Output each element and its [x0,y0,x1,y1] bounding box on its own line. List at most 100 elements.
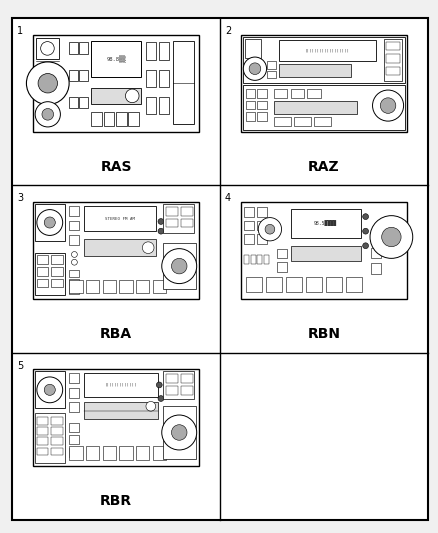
Bar [37,267,49,276]
Bar [86,280,99,293]
Bar [291,246,360,261]
Bar [116,112,127,126]
Bar [85,239,156,256]
Bar [33,369,199,466]
Circle shape [171,425,187,440]
Bar [246,89,255,98]
Bar [241,35,407,132]
Circle shape [125,89,139,103]
Bar [173,41,194,124]
Bar [279,64,351,77]
Bar [69,70,78,82]
Bar [128,112,139,126]
Bar [51,427,63,435]
Bar [258,101,267,109]
Text: ||||||||||||||||||: |||||||||||||||||| [305,49,350,52]
Bar [274,101,357,114]
Bar [243,37,405,83]
Bar [37,448,49,455]
Bar [162,243,196,289]
Bar [69,206,79,216]
Bar [119,280,133,293]
Text: |||||||||||||: ||||||||||||| [105,383,137,387]
Bar [102,280,116,293]
Bar [251,255,256,264]
Text: RBA: RBA [100,327,132,341]
Circle shape [363,228,368,234]
Bar [246,112,255,121]
Bar [37,427,49,435]
Bar [79,43,88,54]
Bar [152,446,166,459]
Bar [279,39,375,61]
Circle shape [265,224,275,234]
Bar [69,97,78,109]
Bar [51,255,63,264]
Bar [257,221,267,230]
Bar [181,207,193,216]
Text: RAS: RAS [100,159,132,174]
Bar [85,206,156,231]
Circle shape [370,216,413,259]
Bar [146,97,156,114]
Bar [245,39,261,58]
Bar [136,446,149,459]
Bar [69,402,79,412]
Bar [91,112,102,126]
Circle shape [37,209,63,236]
Bar [69,446,83,459]
Bar [69,43,78,54]
Bar [266,277,283,292]
Text: 4: 4 [225,193,231,203]
Text: 3: 3 [17,193,23,203]
Text: 5: 5 [17,361,23,370]
Bar [102,446,116,459]
Bar [274,117,291,126]
Circle shape [373,90,403,121]
Bar [268,71,276,78]
Bar [69,235,79,245]
Bar [103,112,114,126]
Bar [35,413,65,463]
Bar [166,207,177,216]
Text: RBN: RBN [307,327,340,341]
Bar [274,89,287,98]
Circle shape [363,214,368,220]
Bar [37,279,49,287]
Bar [244,234,254,244]
Bar [69,388,79,398]
Circle shape [162,249,197,284]
Bar [86,446,99,459]
Bar [37,438,49,445]
Bar [162,406,196,459]
Bar [246,101,255,109]
Circle shape [44,384,55,395]
Bar [258,112,267,121]
Circle shape [381,227,401,247]
Bar [386,67,400,76]
Circle shape [37,377,63,403]
Circle shape [243,57,267,80]
Text: RBR: RBR [100,494,132,508]
Bar [33,202,199,299]
Circle shape [42,109,53,120]
Circle shape [249,63,261,75]
Bar [166,386,177,394]
Circle shape [258,217,282,241]
Bar [346,277,362,292]
Bar [69,423,79,432]
Bar [69,373,79,383]
Circle shape [44,217,55,228]
Circle shape [156,382,162,388]
Circle shape [26,62,69,104]
Circle shape [38,74,57,93]
Text: RAZ: RAZ [308,159,340,174]
Circle shape [35,102,60,127]
Bar [36,38,59,59]
Circle shape [162,415,197,450]
Circle shape [71,252,78,257]
Bar [33,35,199,132]
Circle shape [171,259,187,274]
Circle shape [71,260,78,265]
Bar [69,270,79,277]
